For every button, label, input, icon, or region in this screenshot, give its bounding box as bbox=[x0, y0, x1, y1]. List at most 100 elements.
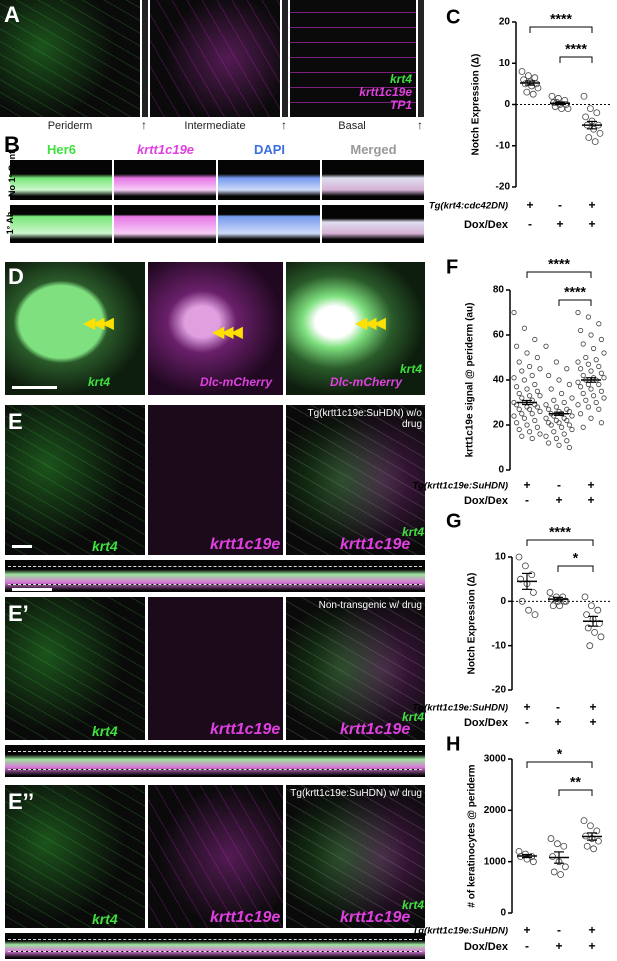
data-point bbox=[532, 336, 538, 343]
data-point bbox=[526, 363, 533, 370]
data-point bbox=[531, 611, 539, 619]
significance-bracket bbox=[558, 789, 593, 796]
data-point bbox=[530, 858, 537, 866]
data-point bbox=[566, 381, 573, 388]
data-point bbox=[534, 388, 541, 394]
data-point bbox=[548, 386, 554, 392]
image bbox=[322, 160, 424, 200]
data-point bbox=[598, 420, 605, 426]
data-point bbox=[577, 411, 584, 417]
scale-bar bbox=[12, 588, 52, 591]
data-point bbox=[556, 602, 563, 610]
data-point bbox=[596, 321, 602, 327]
data-point bbox=[545, 406, 552, 412]
column-header: Merged bbox=[350, 142, 397, 157]
data-point bbox=[590, 845, 597, 853]
data-point bbox=[516, 359, 522, 365]
data-point bbox=[588, 602, 595, 610]
data-point bbox=[569, 426, 575, 433]
condition-mark: - bbox=[525, 715, 529, 729]
data-point bbox=[537, 366, 543, 372]
legend-label: krtt1c19e bbox=[359, 85, 412, 99]
data-point bbox=[556, 442, 562, 448]
dashed-line bbox=[8, 566, 422, 567]
data-point bbox=[586, 642, 594, 650]
data-point bbox=[537, 431, 543, 437]
data-point bbox=[545, 372, 552, 379]
image bbox=[218, 160, 320, 200]
data-point bbox=[593, 109, 601, 117]
y-tick-label: 80 bbox=[493, 285, 505, 296]
data-point bbox=[520, 76, 527, 84]
data-point bbox=[534, 424, 541, 430]
image bbox=[286, 785, 425, 928]
data-point bbox=[596, 406, 602, 412]
data-point bbox=[585, 361, 592, 367]
image bbox=[142, 0, 148, 117]
data-point bbox=[583, 397, 589, 403]
arrowheads: ◀◀◀ bbox=[83, 315, 114, 332]
y-tick-label: 20 bbox=[499, 17, 511, 28]
caption: Periderm bbox=[47, 120, 93, 132]
data-point bbox=[545, 440, 552, 446]
data-point bbox=[516, 426, 522, 433]
data-point bbox=[580, 341, 586, 347]
significance-label: ** bbox=[570, 774, 581, 790]
y-tick-label: -20 bbox=[492, 685, 507, 696]
data-point bbox=[595, 837, 602, 845]
condition-mark: - bbox=[528, 217, 532, 231]
data-point bbox=[530, 589, 537, 596]
data-point bbox=[519, 368, 525, 374]
caption: Dlc-mCherry bbox=[330, 375, 403, 389]
data-point bbox=[519, 395, 525, 401]
panel-letter: F bbox=[446, 256, 458, 278]
y-tick-label: 0 bbox=[500, 908, 506, 919]
y-tick-label: 20 bbox=[493, 420, 505, 431]
data-point bbox=[566, 444, 573, 451]
significance-label: **** bbox=[549, 524, 571, 540]
image bbox=[5, 933, 425, 959]
data-point bbox=[598, 370, 605, 376]
condition-mark: + bbox=[587, 478, 594, 492]
data-point bbox=[601, 350, 607, 356]
image bbox=[5, 597, 145, 740]
data-point bbox=[555, 94, 562, 102]
data-point bbox=[513, 384, 520, 390]
legend-label: krt4 bbox=[389, 72, 412, 86]
data-point bbox=[547, 835, 555, 842]
data-point bbox=[593, 357, 599, 363]
column-header: Her6 bbox=[47, 142, 76, 157]
data-point bbox=[583, 842, 591, 850]
scale-bar bbox=[12, 545, 32, 548]
data-point bbox=[551, 397, 557, 403]
caption: Dlc-mCherry bbox=[200, 375, 273, 389]
data-point bbox=[566, 422, 573, 428]
caption: krtt1c19e bbox=[340, 536, 411, 553]
data-point bbox=[601, 375, 607, 381]
arrowheads: ◀◀◀ bbox=[355, 315, 386, 332]
significance-bracket bbox=[559, 56, 593, 63]
data-point bbox=[534, 404, 541, 410]
data-point bbox=[537, 393, 543, 399]
panel-letter: A bbox=[4, 2, 20, 27]
data-point bbox=[577, 366, 584, 372]
significance-label: **** bbox=[565, 41, 587, 57]
image bbox=[322, 205, 424, 243]
caption: Basal bbox=[338, 120, 366, 132]
image bbox=[114, 205, 216, 243]
image bbox=[5, 560, 425, 592]
data-point bbox=[560, 842, 568, 850]
data-point bbox=[585, 404, 592, 410]
data-point bbox=[553, 359, 560, 365]
legend-label: TP1 bbox=[389, 98, 412, 112]
condition-mark: + bbox=[526, 198, 533, 212]
data-point bbox=[532, 417, 538, 424]
condition: Tg(krtt1c19e:SuHDN) w/ drug bbox=[290, 788, 422, 799]
significance-label: **** bbox=[548, 256, 570, 272]
significance-bracket bbox=[557, 565, 594, 572]
data-point bbox=[550, 868, 558, 876]
data-point bbox=[529, 90, 537, 98]
data-point bbox=[519, 411, 525, 417]
condition-label: Dox/Dex bbox=[464, 941, 509, 953]
